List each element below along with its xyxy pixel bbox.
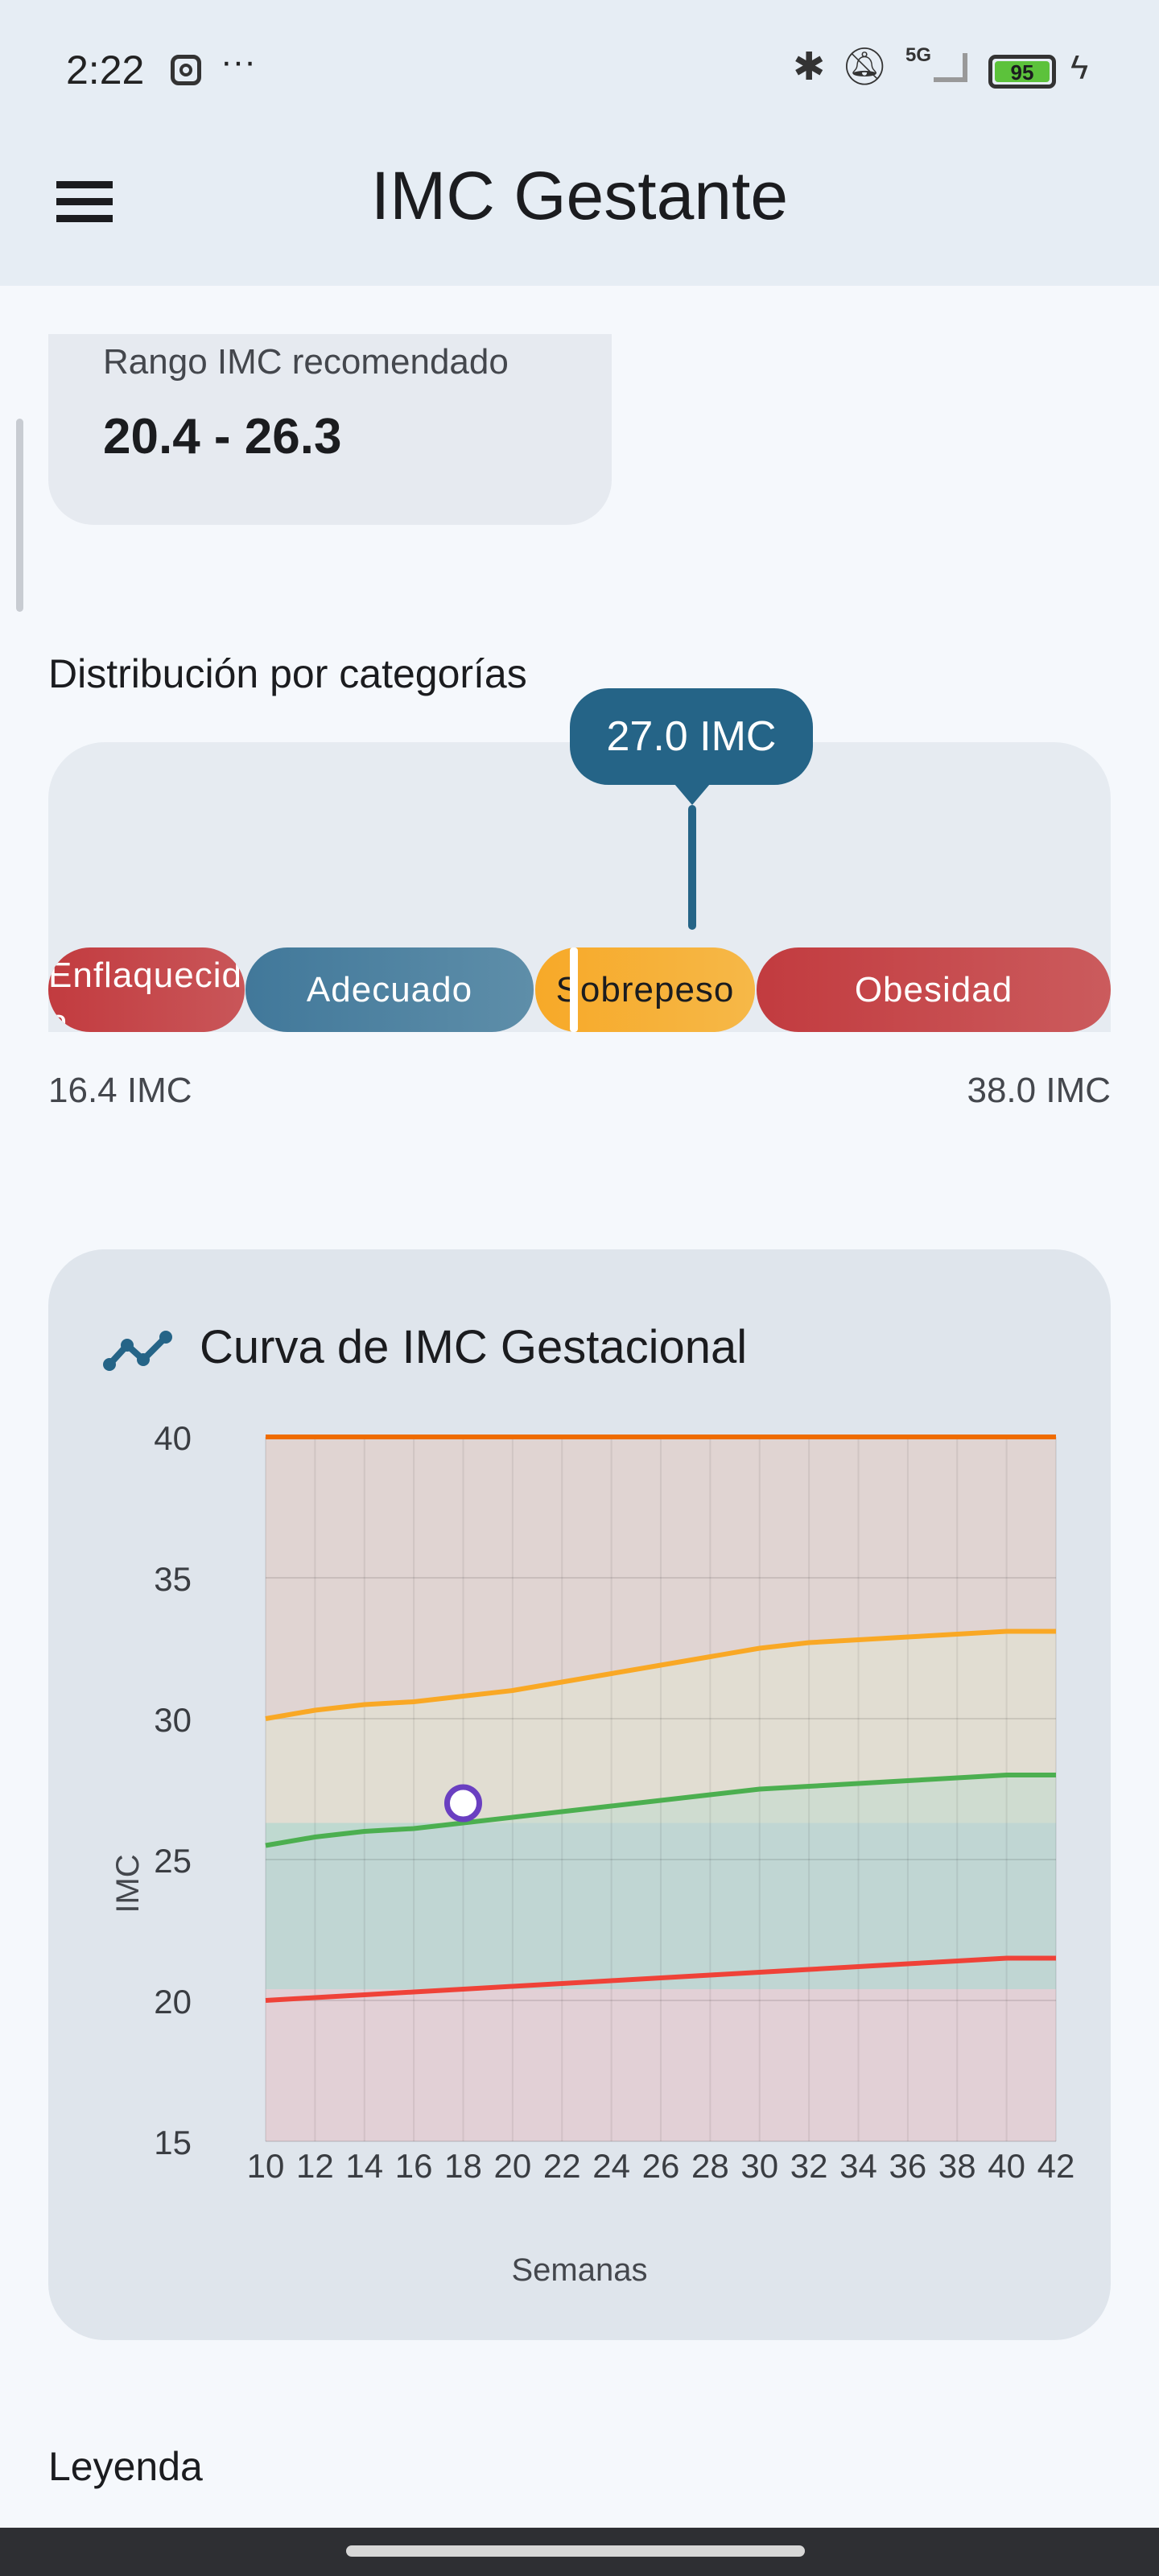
network-type: 5G (905, 44, 932, 66)
y-tick-label: 35 (154, 1560, 192, 1598)
instagram-icon (171, 55, 201, 85)
x-tick-label: 42 (1037, 2147, 1075, 2185)
distribution-heading: Distribución por categorías (48, 651, 527, 696)
tooltip-pointer (674, 784, 710, 805)
silent-bell-icon: 🔕︎ (841, 45, 889, 87)
y-tick-label: 15 (154, 2124, 192, 2161)
category-label: Enflaquecida (48, 956, 242, 1032)
x-tick-label: 10 (247, 2147, 285, 2185)
x-tick-label: 28 (691, 2147, 729, 2185)
series-line-enflaquecida-limit (265, 1955, 1056, 2003)
scrollbar[interactable] (16, 419, 23, 612)
x-tick-label: 16 (395, 2147, 433, 2185)
charging-icon: ϟ (1070, 48, 1089, 86)
x-tick-label: 30 (740, 2147, 778, 2185)
y-tick-label: 40 (154, 1419, 192, 1457)
band-enflaquecida (266, 1989, 1056, 2141)
range-value: 20.4 - 26.3 (103, 409, 342, 464)
more-notifications-icon: ··· (221, 42, 256, 81)
category-enflaquecida[interactable]: Enflaquecida (48, 947, 245, 1032)
category-adecuado[interactable]: Adecuado (245, 947, 534, 1032)
band-adecuado-upper (266, 1775, 1056, 1846)
x-axis-label: Semanas (512, 2252, 648, 2288)
x-tick-label: 22 (543, 2147, 581, 2185)
battery-icon: 95 (988, 55, 1056, 89)
battery-level: 95 (995, 61, 1050, 84)
category-label: Adecuado (306, 969, 473, 1009)
max-imc-label: 38.0 IMC (967, 1071, 1111, 1110)
y-tick-label: 20 (154, 1983, 192, 2021)
x-tick-label: 26 (642, 2147, 680, 2185)
trend-line-icon (103, 1331, 172, 1371)
current-imc-tooltip: 27.0 IMC (570, 688, 813, 785)
x-tick-label: 12 (296, 2147, 334, 2185)
x-tick-label: 38 (938, 2147, 976, 2185)
y-tick-label: 25 (154, 1842, 192, 1880)
y-axis-label: IMC (110, 1854, 146, 1913)
x-tick-label: 34 (839, 2147, 877, 2185)
x-tick-label: 14 (345, 2147, 383, 2185)
series-line-sobrepeso-limit (265, 1629, 1056, 1721)
series-line-adecuado-limit (265, 1773, 1056, 1848)
band-sobrepeso (266, 1631, 1056, 1823)
category-obesidad[interactable]: Obesidad (757, 947, 1111, 1032)
range-label: Rango IMC recomendado (103, 342, 509, 382)
x-tick-label: 36 (889, 2147, 927, 2185)
min-imc-label: 16.4 IMC (48, 1071, 192, 1110)
current-imc-marker (688, 805, 696, 930)
category-label: Obesidad (854, 969, 1013, 1009)
status-time: 2:22 (66, 47, 145, 93)
app-header (0, 0, 1159, 286)
category-label: Sobrepeso (555, 969, 735, 1009)
signal-icon (934, 53, 967, 82)
bluetooth-icon: ✱ (793, 46, 826, 89)
x-tick-label: 40 (988, 2147, 1025, 2185)
hamburger-menu-button[interactable] (56, 181, 113, 223)
value-position-indicator (570, 947, 578, 1032)
page-title: IMC Gestante (370, 158, 789, 233)
recommended-range-card: Rango IMC recomendado 20.4 - 26.3 (48, 334, 612, 525)
home-gesture-handle[interactable] (346, 2545, 805, 2557)
x-tick-label: 32 (790, 2147, 828, 2185)
x-tick-label: 20 (494, 2147, 532, 2185)
current-imc-point (444, 1784, 482, 1823)
chart-title: Curva de IMC Gestacional (200, 1321, 748, 1373)
x-tick-label: 18 (444, 2147, 482, 2185)
legend-heading: Leyenda (48, 2444, 203, 2489)
x-tick-label: 24 (592, 2147, 630, 2185)
y-tick-label: 30 (154, 1701, 192, 1739)
